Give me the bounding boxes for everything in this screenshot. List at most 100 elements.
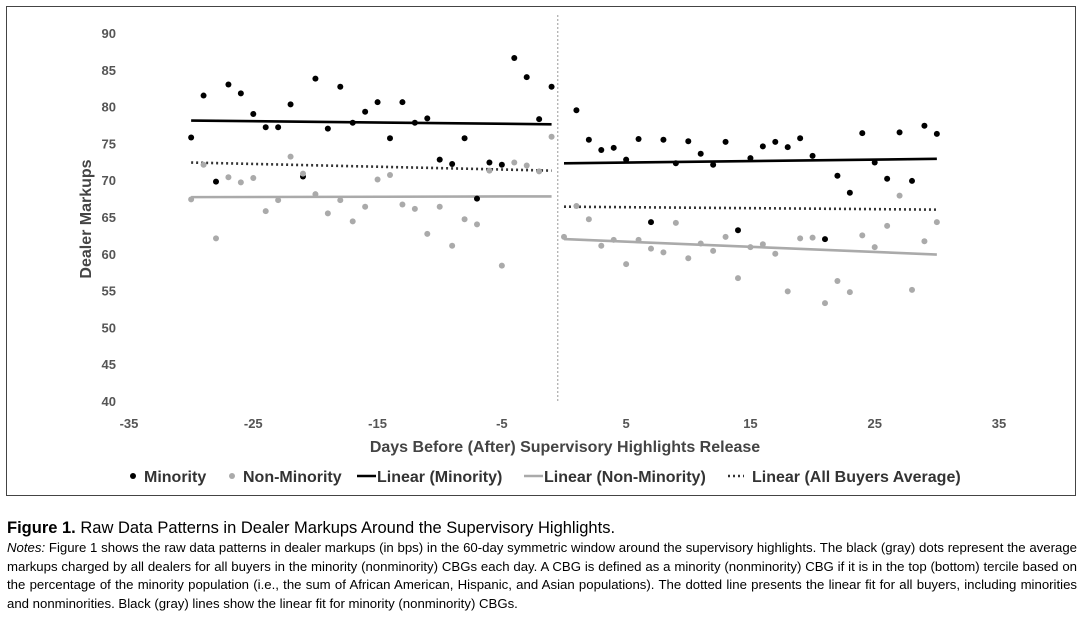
data-point-non-minority — [685, 255, 692, 262]
data-point-non-minority — [797, 235, 804, 242]
data-point-non-minority — [610, 236, 617, 243]
trend-line-linear-all-buyers-average — [563, 205, 937, 211]
data-point-minority — [933, 130, 940, 137]
data-point-non-minority — [287, 153, 294, 160]
data-point-non-minority — [660, 249, 667, 256]
data-point-non-minority — [387, 172, 393, 179]
data-point-non-minority — [548, 133, 555, 140]
data-point-minority — [921, 122, 928, 129]
x-tick-label: 35 — [992, 416, 1006, 431]
x-tick-label: -15 — [368, 416, 387, 431]
data-point-non-minority — [237, 179, 244, 186]
data-point-non-minority — [809, 234, 816, 241]
data-point-non-minority — [300, 170, 306, 177]
data-point-minority — [449, 161, 456, 168]
data-point-non-minority — [772, 250, 779, 257]
data-point-non-minority — [822, 300, 828, 307]
data-point-minority — [846, 189, 853, 196]
data-point-minority — [809, 152, 816, 159]
data-point-minority — [474, 195, 480, 202]
data-point-non-minority — [573, 202, 580, 209]
data-point-minority — [486, 159, 493, 166]
data-point-minority — [523, 74, 530, 81]
data-point-minority — [884, 175, 891, 182]
data-point-minority — [697, 150, 704, 157]
legend-marker-non-minority — [229, 473, 235, 479]
data-point-minority — [461, 135, 468, 142]
data-point-minority — [747, 155, 754, 162]
data-point-non-minority — [474, 221, 480, 228]
data-point-minority — [237, 90, 244, 97]
data-point-non-minority — [536, 168, 543, 175]
x-axis-title: Days Before (After) Supervisory Highligh… — [370, 439, 760, 456]
data-point-non-minority — [834, 278, 841, 285]
x-tick-label: -5 — [496, 416, 508, 431]
figure-label: Figure 1. — [7, 519, 76, 537]
data-point-non-minority — [759, 241, 766, 248]
data-point-non-minority — [598, 242, 605, 249]
y-tick-label: 90 — [102, 26, 116, 41]
data-point-minority — [424, 115, 431, 122]
data-point-non-minority — [225, 174, 232, 181]
figure-title: Raw Data Patterns in Dealer Markups Arou… — [80, 519, 616, 537]
data-point-minority — [548, 83, 555, 90]
data-point-minority — [399, 99, 406, 106]
data-point-minority — [685, 138, 692, 145]
data-point-minority — [735, 227, 741, 234]
chart-legend: Minority Non-Minority Linear (Minority) … — [130, 469, 961, 486]
x-tick-label: 5 — [623, 416, 630, 431]
data-point-non-minority — [498, 262, 505, 269]
x-tick-label: 15 — [743, 416, 757, 431]
y-tick-label: 75 — [102, 136, 116, 151]
data-point-minority — [598, 147, 605, 154]
legend-label-non-minority: Non-Minority — [243, 469, 342, 486]
legend-label-linear-non-minority: Linear (Non-Minority) — [544, 469, 706, 486]
data-point-minority — [213, 178, 219, 185]
data-point-minority — [635, 135, 642, 142]
data-point-non-minority — [275, 197, 282, 204]
y-tick-label: 55 — [102, 284, 116, 299]
data-point-minority — [797, 135, 804, 142]
x-tick-label: -25 — [244, 416, 263, 431]
data-point-minority — [834, 172, 841, 179]
data-point-minority — [859, 130, 866, 137]
data-point-minority — [262, 124, 269, 131]
data-point-non-minority — [324, 210, 331, 217]
data-point-minority — [387, 135, 393, 142]
data-point-non-minority — [262, 208, 269, 215]
y-tick-label: 85 — [102, 63, 116, 78]
data-point-non-minority — [859, 232, 866, 239]
data-point-non-minority — [486, 167, 493, 174]
data-point-minority — [585, 136, 592, 143]
data-point-non-minority — [784, 288, 791, 295]
legend-label-linear-minority: Linear (Minority) — [377, 469, 502, 486]
legend-label-linear-all-buyers: Linear (All Buyers Average) — [752, 469, 961, 486]
y-tick-label: 40 — [102, 394, 116, 409]
trend-line-linear-non-minority — [191, 195, 552, 199]
data-point-non-minority — [909, 286, 915, 293]
data-point-non-minority — [200, 161, 207, 168]
data-point-non-minority — [436, 203, 443, 210]
data-point-minority — [784, 144, 791, 151]
data-point-non-minority — [461, 216, 468, 223]
data-point-non-minority — [449, 242, 456, 249]
data-point-minority — [648, 219, 654, 226]
data-point-non-minority — [884, 222, 891, 229]
x-tick-label: 25 — [867, 416, 881, 431]
data-point-minority — [349, 119, 356, 126]
legend-label-minority: Minority — [144, 469, 206, 486]
data-point-minority — [536, 116, 543, 123]
data-point-minority — [896, 129, 903, 136]
data-point-non-minority — [511, 159, 518, 166]
data-point-non-minority — [722, 233, 729, 240]
scatter-chart: 40 45 50 55 60 65 70 75 80 85 90 -35 -25 -15 -5 5 15 25 35… — [78, 15, 1006, 486]
data-point-non-minority — [623, 261, 630, 268]
data-point-minority — [672, 160, 679, 167]
y-tick-label: 70 — [102, 173, 116, 188]
data-point-minority — [362, 108, 369, 115]
data-point-non-minority — [735, 275, 741, 282]
data-point-minority — [498, 161, 505, 168]
data-point-minority — [822, 236, 828, 243]
data-point-minority — [759, 143, 766, 150]
data-point-non-minority — [312, 191, 319, 198]
